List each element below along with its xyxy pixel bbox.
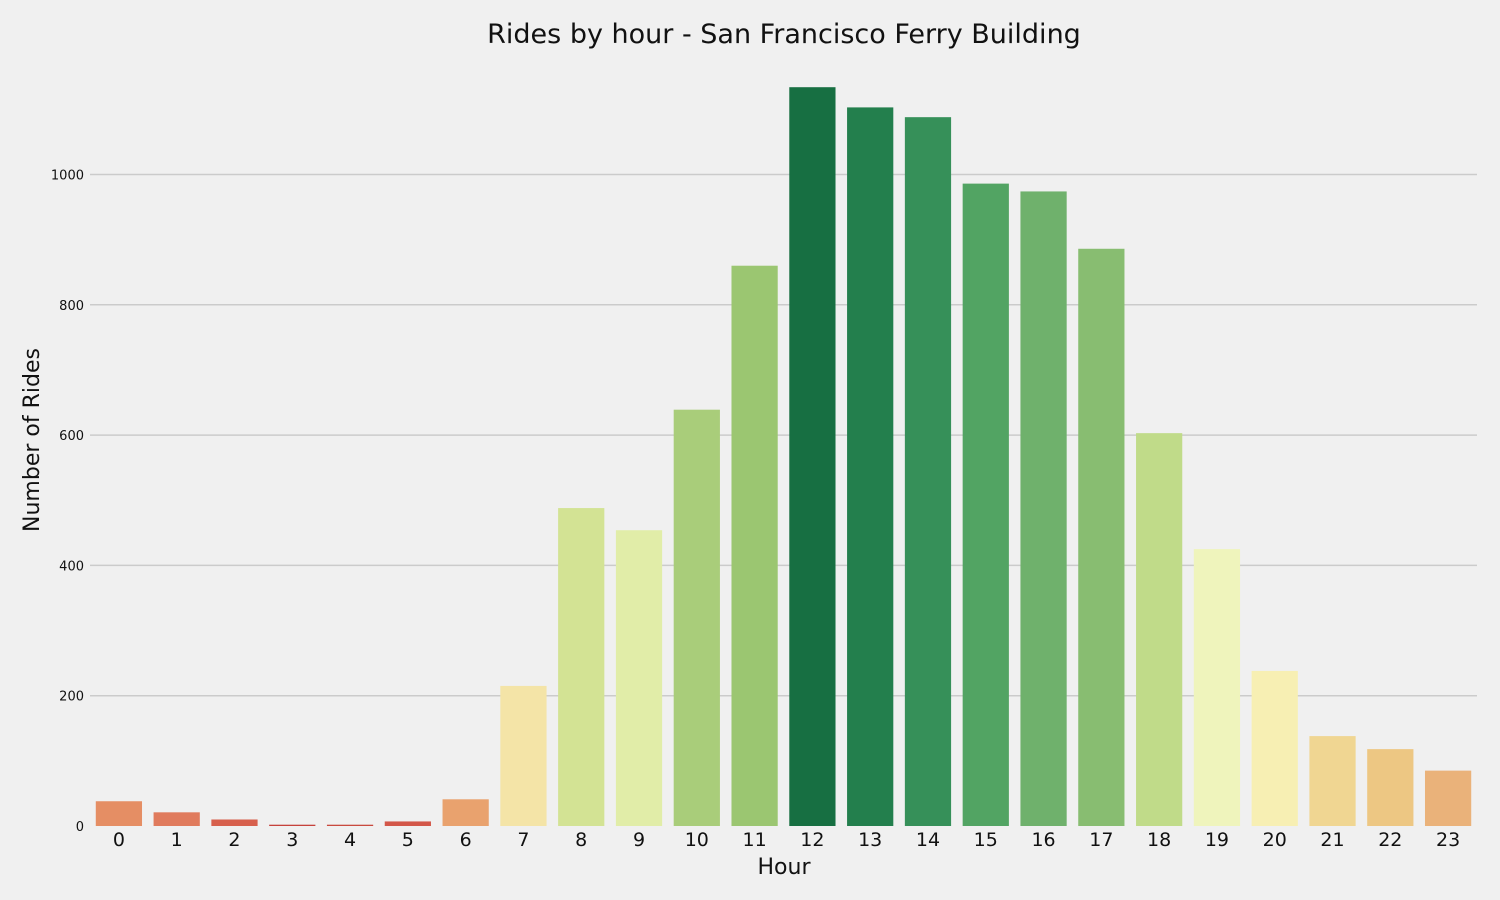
y-tick-label: 800 (59, 299, 84, 314)
x-axis-ticks: 0 1 2 3 4 5 6 7 8 9 10 11 12 13 14 15 16 17 18 19 20 21 22 23 (113, 829, 1460, 851)
x-tick-label: 1 (171, 829, 183, 851)
x-axis-label: Hour (758, 855, 812, 880)
bar-hour-4 (326, 824, 374, 826)
x-tick-label: 17 (1089, 829, 1113, 851)
grid-lines (90, 173, 1477, 697)
x-tick-label: 0 (113, 829, 125, 851)
bar-hour-7 (500, 685, 547, 826)
bar-hour-1 (153, 812, 200, 826)
bar-hour-3 (269, 824, 316, 826)
bar-hour-16 (1020, 191, 1067, 827)
bar-hour-19 (1193, 549, 1241, 826)
bar-hour-17 (1078, 248, 1125, 826)
bar-hour-10 (673, 409, 720, 826)
bar-hour-8 (558, 508, 605, 826)
bar-hour-6 (442, 799, 489, 826)
bar-hour-22 (1367, 749, 1414, 826)
bar-hour-20 (1251, 670, 1298, 826)
bar-hour-9 (615, 530, 663, 826)
x-tick-label: 2 (228, 829, 240, 851)
bar-hour-0 (95, 801, 143, 826)
bar-hour-2 (211, 819, 258, 826)
y-tick-label: 600 (59, 429, 84, 444)
x-tick-label: 10 (685, 829, 709, 851)
x-tick-label: 18 (1147, 829, 1171, 851)
y-axis-ticks: 0 200 400 600 800 1000 (51, 169, 84, 836)
y-tick-label: 0 (76, 820, 84, 835)
x-tick-label: 20 (1263, 829, 1287, 851)
chart-title: Rides by hour - San Francisco Ferry Buil… (487, 19, 1081, 50)
bar-hour-23 (1424, 770, 1472, 826)
x-tick-label: 9 (633, 829, 645, 851)
bar-hour-18 (1136, 433, 1183, 826)
bar-hour-21 (1309, 736, 1356, 826)
x-tick-label: 3 (286, 829, 298, 851)
x-tick-label: 19 (1205, 829, 1229, 851)
x-tick-label: 14 (916, 829, 940, 851)
y-tick-label: 200 (59, 690, 84, 705)
y-axis-label: Number of Rides (20, 348, 45, 532)
bars (95, 87, 1472, 827)
x-tick-label: 12 (800, 829, 824, 851)
x-tick-label: 21 (1320, 829, 1344, 851)
x-tick-label: 22 (1378, 829, 1402, 851)
x-tick-label: 13 (858, 829, 882, 851)
y-tick-label: 1000 (51, 169, 84, 184)
x-tick-label: 6 (460, 829, 472, 851)
bar-hour-5 (384, 821, 431, 826)
bar-hour-12 (789, 87, 836, 827)
x-tick-label: 4 (344, 829, 356, 851)
x-tick-label: 7 (517, 829, 529, 851)
y-tick-label: 400 (59, 559, 84, 574)
bar-hour-13 (847, 107, 894, 826)
x-tick-label: 8 (575, 829, 587, 851)
x-tick-label: 16 (1031, 829, 1055, 851)
bar-hour-11 (731, 265, 778, 827)
bar-hour-14 (904, 117, 952, 827)
x-tick-label: 5 (402, 829, 414, 851)
x-tick-label: 11 (743, 829, 767, 851)
bar-hour-15 (962, 183, 1009, 827)
x-tick-label: 15 (974, 829, 998, 851)
x-tick-label: 23 (1436, 829, 1460, 851)
